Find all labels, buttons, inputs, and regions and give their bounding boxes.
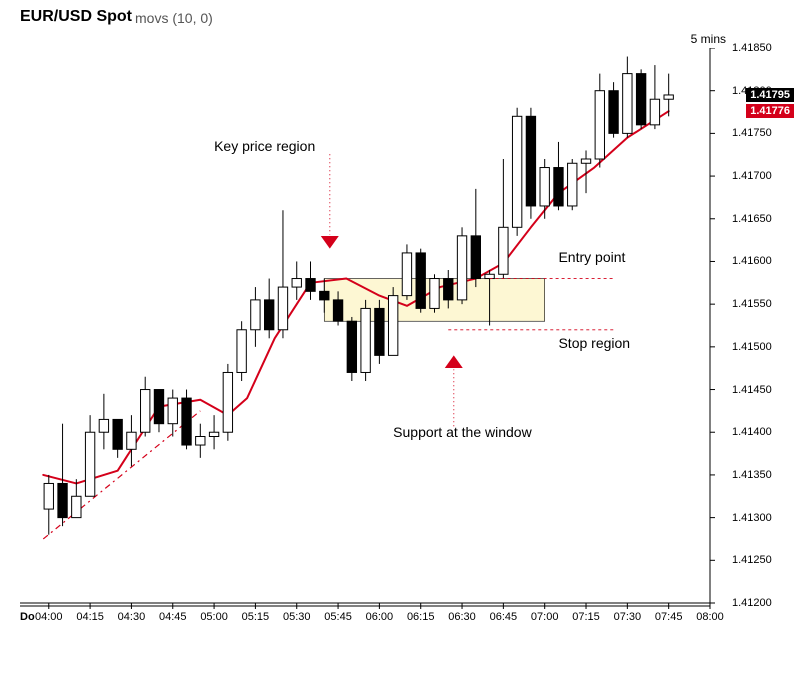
x-tick-label: 07:45	[655, 611, 683, 623]
x-tick-label: 05:00	[200, 611, 228, 623]
x-tick-label: 05:30	[283, 611, 311, 623]
annotation-support-window: Support at the window	[393, 424, 532, 440]
x-day-label: Do	[20, 611, 35, 623]
y-tick-label: 1.41650	[732, 213, 792, 225]
x-tick-label: 04:15	[76, 611, 104, 623]
ma-price-badge: 1.41776	[746, 104, 794, 118]
current-price-badge: 1.41795	[746, 88, 794, 102]
y-tick-label: 1.41600	[732, 255, 792, 267]
x-tick-label: 05:15	[242, 611, 270, 623]
annotation-stop-region: Stop region	[558, 335, 630, 351]
interval-label: 5 mins	[691, 32, 726, 46]
y-tick-label: 1.41400	[732, 426, 792, 438]
y-tick-label: 1.41550	[732, 298, 792, 310]
y-tick-label: 1.41850	[732, 42, 792, 54]
x-tick-label: 06:00	[366, 611, 394, 623]
y-tick-label: 1.41500	[732, 341, 792, 353]
y-tick-label: 1.41350	[732, 469, 792, 481]
y-tick-label: 1.41750	[732, 127, 792, 139]
x-tick-label: 07:00	[531, 611, 559, 623]
x-tick-label: 04:45	[159, 611, 187, 623]
x-tick-label: 05:45	[324, 611, 352, 623]
x-tick-label: 04:00	[35, 611, 63, 623]
x-tick-label: 06:30	[448, 611, 476, 623]
chart-subtitle: movs (10, 0)	[135, 10, 213, 26]
y-tick-label: 1.41250	[732, 554, 792, 566]
y-tick-label: 1.41200	[732, 597, 792, 609]
x-tick-label: 06:15	[407, 611, 435, 623]
y-tick-label: 1.41450	[732, 384, 792, 396]
x-tick-label: 04:30	[118, 611, 146, 623]
annotation-entry-point: Entry point	[558, 249, 625, 265]
x-tick-label: 06:45	[490, 611, 518, 623]
y-tick-label: 1.41300	[732, 512, 792, 524]
annotation-key-price: Key price region	[214, 138, 315, 154]
x-tick-label: 07:15	[572, 611, 600, 623]
x-tick-label: 08:00	[696, 611, 724, 623]
x-tick-label: 07:30	[614, 611, 642, 623]
y-tick-label: 1.41700	[732, 170, 792, 182]
chart-title: EUR/USD Spot	[20, 8, 132, 26]
